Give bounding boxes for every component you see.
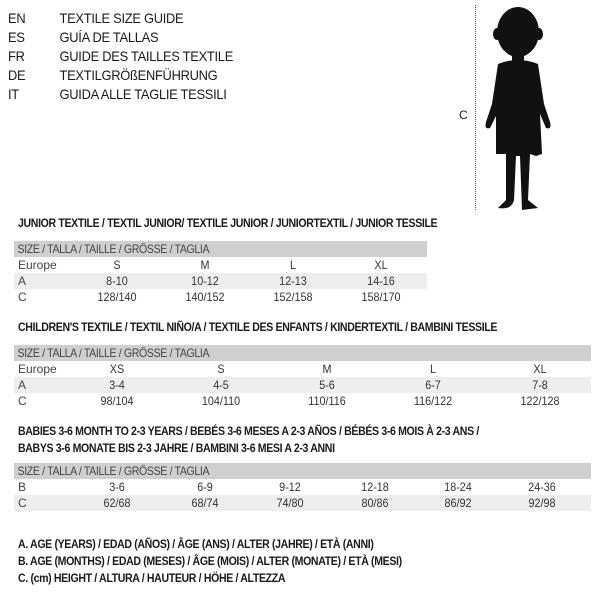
table-row: Europe S M L XL (14, 257, 427, 273)
table-cell: XL (533, 362, 547, 376)
table-row: C 98/104 104/110 110/116 116/122 122/128 (14, 393, 591, 409)
language-title: GUÍA DE TALLAS (59, 29, 159, 45)
language-title: GUIDA ALLE TAGLIE TESSILI (59, 86, 227, 102)
row-label: A (18, 378, 27, 392)
row-label: A (18, 274, 27, 288)
row-label: Europe (18, 362, 57, 376)
table-cell: 74/80 (276, 496, 304, 510)
language-code: ES (8, 29, 25, 45)
language-line: DE TEXTILGRÖßENFÜHRUNG (8, 67, 218, 83)
babies-title-line1: BABIES 3-6 MONTH TO 2-3 YEARS / BEBÉS 3-… (18, 424, 479, 438)
table-cell: 8-10 (106, 274, 128, 288)
table-cell: 104/110 (201, 394, 241, 408)
table-cell: 68/74 (191, 496, 219, 510)
table-cell: 158/170 (361, 290, 401, 304)
table-cell: 140/152 (185, 290, 225, 304)
size-header: SIZE / TALLA / TAILLE / GRÖSSE / TAGLIA (17, 346, 210, 360)
language-line: IT GUIDA ALLE TAGLIE TESSILI (8, 86, 227, 102)
children-table: SIZE / TALLA / TAILLE / GRÖSSE / TAGLIA E… (14, 345, 591, 409)
legend-c: C. (cm) HEIGHT / ALTURA / HAUTEUR / HÖHE… (18, 571, 286, 585)
table-row: B 3-6 6-9 9-12 12-18 18-24 24-36 (14, 479, 591, 495)
table-cell: M (322, 362, 332, 376)
table-cell: 110/116 (308, 394, 346, 408)
babies-table: SIZE / TALLA / TAILLE / GRÖSSE / TAGLIA B… (14, 463, 591, 511)
table-cell: 10-12 (191, 274, 219, 288)
table-cell: 18-24 (444, 480, 472, 494)
table-cell: 152/158 (273, 290, 313, 304)
child-silhouette-icon (485, 7, 551, 210)
table-cell: 80/86 (361, 496, 389, 510)
language-code: EN (8, 10, 26, 26)
children-title: CHILDREN'S TEXTILE / TEXTIL NIÑO/A / TEX… (18, 320, 498, 334)
table-cell: 92/98 (528, 496, 556, 510)
table-cell: 122/128 (520, 394, 560, 408)
language-line: ES GUÍA DE TALLAS (8, 29, 159, 45)
language-title: GUIDE DES TAILLES TEXTILE (59, 48, 234, 64)
row-label: C (18, 290, 27, 304)
table-row: A 3-4 4-5 5-6 6-7 7-8 (14, 377, 591, 393)
size-header: SIZE / TALLA / TAILLE / GRÖSSE / TAGLIA (17, 464, 210, 478)
language-title: TEXTILE SIZE GUIDE (59, 10, 184, 26)
language-title: TEXTILGRÖßENFÜHRUNG (59, 67, 218, 83)
table-cell: S (217, 362, 225, 376)
language-code: DE (8, 67, 26, 83)
size-header-row: SIZE / TALLA / TAILLE / GRÖSSE / TAGLIA (14, 345, 591, 361)
junior-table: SIZE / TALLA / TAILLE / GRÖSSE / TAGLIA E… (14, 241, 427, 305)
table-cell: 6-9 (197, 480, 213, 494)
table-cell: 128/140 (97, 290, 137, 304)
table-row: A 8-10 10-12 12-13 14-16 (14, 273, 427, 289)
table-cell: M (200, 258, 210, 272)
language-code: FR (8, 48, 25, 64)
table-cell: XS (109, 362, 125, 376)
babies-title-line2: BABYS 3-6 MONATE BIS 2-3 JAHRE / BAMBINI… (18, 441, 335, 455)
table-cell: 5-6 (319, 378, 335, 392)
size-header-row: SIZE / TALLA / TAILLE / GRÖSSE / TAGLIA (14, 463, 591, 479)
table-row: C 128/140 140/152 152/158 158/170 (14, 289, 427, 305)
figure-height-label: C (459, 108, 468, 122)
table-cell: 98/104 (100, 394, 134, 408)
table-cell: 12-13 (279, 274, 307, 288)
table-cell: L (289, 258, 297, 272)
junior-title: JUNIOR TEXTILE / TEXTIL JUNIOR/ TEXTILE … (18, 216, 438, 230)
table-cell: 116/122 (413, 394, 453, 408)
table-cell: 86/92 (444, 496, 472, 510)
language-line: FR GUIDE DES TAILLES TEXTILE (8, 48, 233, 64)
row-label: B (18, 480, 27, 494)
row-label: C (18, 394, 27, 408)
language-code: IT (8, 86, 19, 102)
table-cell: L (429, 362, 437, 376)
table-cell: 24-36 (528, 480, 556, 494)
legend-a: A. AGE (YEARS) / EDAD (AÑOS) / ÂGE (ANS)… (18, 537, 374, 551)
table-cell: 7-8 (532, 378, 548, 392)
size-header: SIZE / TALLA / TAILLE / GRÖSSE / TAGLIA (17, 242, 210, 256)
table-cell: 14-16 (367, 274, 395, 288)
table-cell: 3-4 (109, 378, 125, 392)
row-label: Europe (18, 258, 57, 272)
table-cell: 9-12 (279, 480, 301, 494)
table-cell: 12-18 (361, 480, 389, 494)
height-dotted-line (475, 5, 476, 210)
table-cell: XL (374, 258, 388, 272)
table-cell: 6-7 (425, 378, 441, 392)
table-row: C 62/68 68/74 74/80 80/86 86/92 92/98 (14, 495, 591, 511)
legend-b: B. AGE (MONTHS) / EDAD (MESES) / ÂGE (MO… (18, 554, 402, 568)
table-cell: S (113, 258, 121, 272)
table-cell: 62/68 (103, 496, 131, 510)
size-header-row: SIZE / TALLA / TAILLE / GRÖSSE / TAGLIA (14, 241, 427, 257)
language-line: EN TEXTILE SIZE GUIDE (8, 10, 184, 26)
row-label: C (18, 496, 27, 510)
table-cell: 3-6 (109, 480, 125, 494)
table-row: Europe XS S M L XL (14, 361, 591, 377)
table-cell: 4-5 (213, 378, 229, 392)
